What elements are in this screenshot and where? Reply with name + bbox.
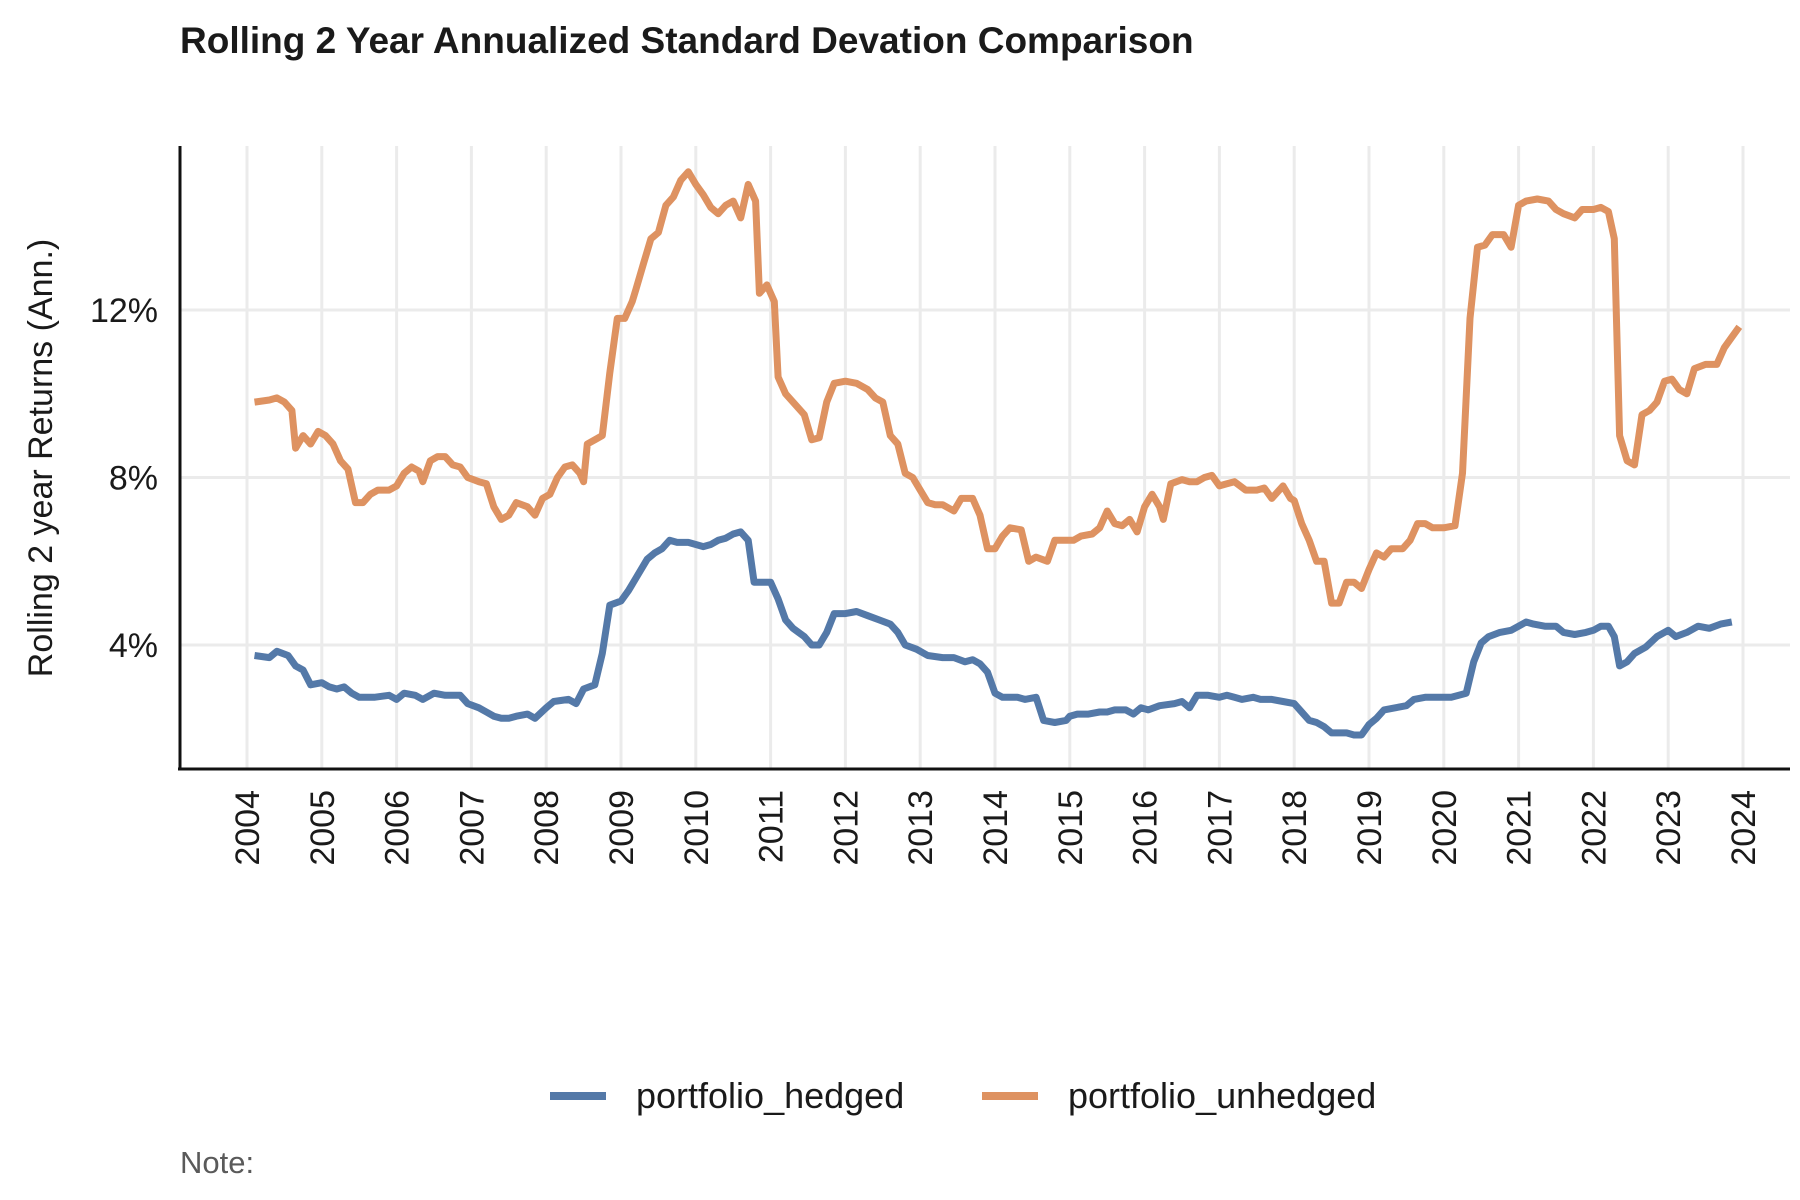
x-tick-label: 2018 [1276,790,1314,866]
x-tick-label: 2016 [1127,790,1165,866]
x-tick-label: 2014 [977,790,1015,866]
x-tick-label: 2004 [229,790,267,866]
y-tick-label: 8% [109,460,158,498]
x-tick-label: 2005 [304,790,342,866]
x-tick-label: 2020 [1426,790,1464,866]
x-tick-label: 2024 [1725,790,1763,866]
legend-label-portfolio_hedged: portfolio_hedged [636,1075,904,1116]
x-tick-label: 2010 [678,790,716,866]
y-tick-label: 12% [90,292,158,330]
y-axis-label: Rolling 2 year Returns (Ann.) [22,239,60,677]
x-tick-label: 2012 [827,790,865,866]
x-tick-label: 2023 [1650,790,1688,866]
y-tick-label: 4% [109,627,158,665]
x-tick-label: 2019 [1351,790,1389,866]
x-tick-label: 2013 [902,790,940,866]
x-tick-label: 2021 [1501,790,1539,866]
axes [178,146,1790,771]
x-tick-label: 2006 [379,790,417,866]
legend: portfolio_hedged portfolio_unhedged [550,1075,1376,1116]
legend-label-portfolio_unhedged: portfolio_unhedged [1068,1075,1376,1116]
x-tick-label: 2011 [753,790,791,863]
x-tick-label: 2017 [1201,790,1239,866]
series-layer [254,168,1743,739]
x-tick-label: 2007 [453,790,491,866]
x-tick-labels: 2004 2005 2006 2007 2008 2009 2010 2011 2012 2013… [229,790,1763,866]
chart-title: Rolling 2 Year Annualized Standard Devat… [180,20,1194,61]
series-line-portfolio_hedged [254,528,1733,739]
grid-lines [180,146,1790,769]
chart-note: Note: [180,1145,255,1180]
y-tick-labels: 4% 8% 12% [90,292,158,665]
x-tick-label: 2009 [603,790,641,866]
x-tick-label: 2015 [1052,790,1090,866]
series-line-portfolio_unhedged [254,168,1743,607]
x-tick-label: 2008 [528,790,566,866]
x-tick-label: 2022 [1575,790,1613,866]
